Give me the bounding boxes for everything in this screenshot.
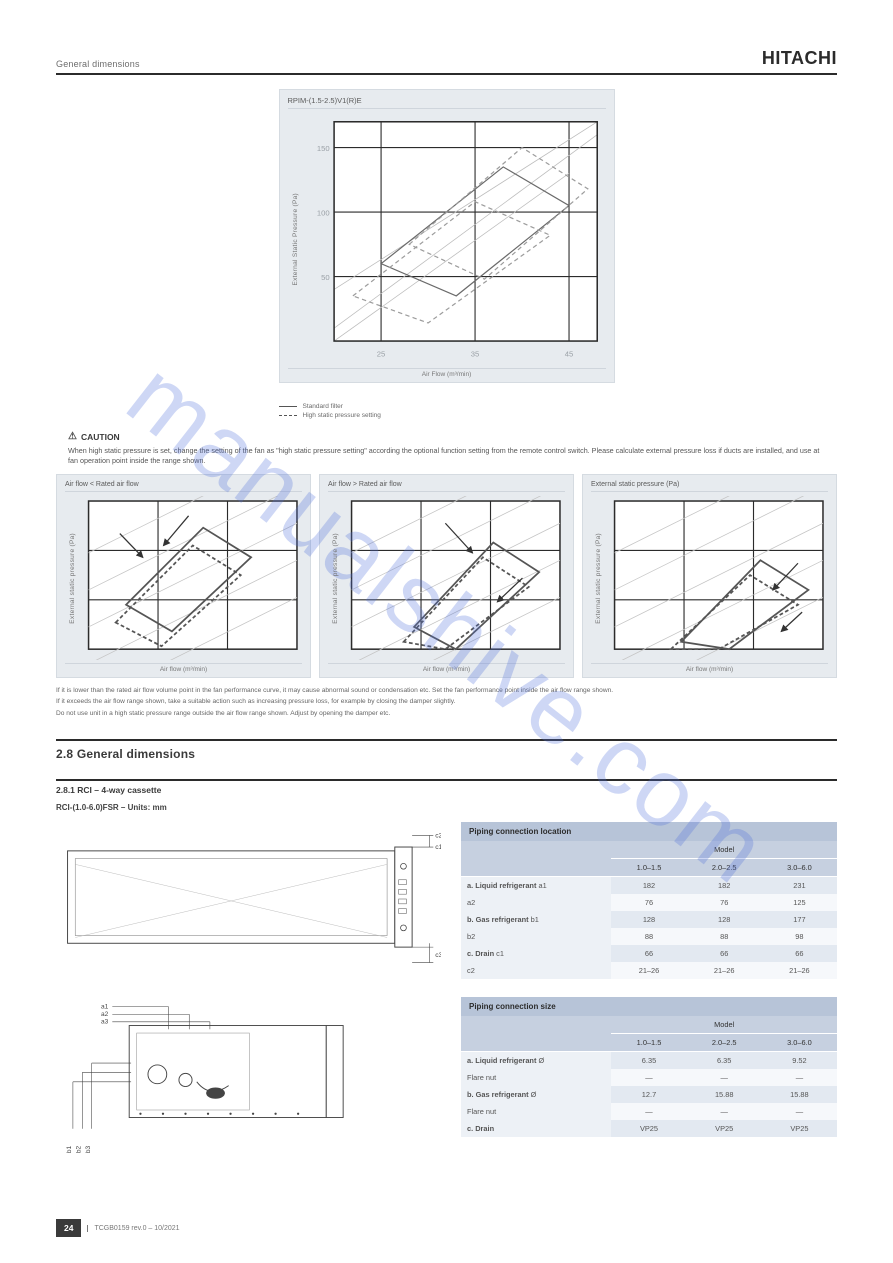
mini-xlabel: Air flow (m³/min) <box>65 663 302 673</box>
svg-text:a1: a1 <box>101 1004 109 1011</box>
svg-text:c2: c2 <box>435 833 441 840</box>
mini-chart-svg <box>602 496 828 659</box>
mini-chart-svg <box>339 496 565 659</box>
svg-text:50: 50 <box>321 273 330 282</box>
svg-text:35: 35 <box>470 349 479 358</box>
chart-xlabel: Air Flow (m³/min) <box>288 368 606 378</box>
section-2-8-1-heading: 2.8.1 RCI – 4-way cassette <box>56 779 837 795</box>
mini-xlabel: Air flow (m³/min) <box>591 663 828 673</box>
svg-text:b1: b1 <box>66 1146 73 1154</box>
chart-title: RPIM-(1.5-2.5)V1(R)E <box>288 96 606 109</box>
mini-chart-2: Air flow > Rated air flow External stati… <box>319 474 574 677</box>
mini-ylabel: External static pressure (Pa) <box>65 533 76 624</box>
legend-label: Standard filter <box>303 403 343 410</box>
caution-heading: CAUTION <box>68 431 837 442</box>
main-fan-curve-chart: RPIM-(1.5-2.5)V1(R)E External Static Pre… <box>279 89 615 383</box>
svg-text:150: 150 <box>316 144 329 153</box>
caution-text: When high static pressure is set, change… <box>68 446 828 466</box>
spec-table: Model1.0–1.52.0–2.53.0–6.0a. Liquid refr… <box>461 841 837 979</box>
mini-chart-1: Air flow < Rated air flow External stati… <box>56 474 311 677</box>
svg-text:45: 45 <box>564 349 573 358</box>
table-piping-location: Piping connection location Model1.0–1.52… <box>461 822 837 979</box>
brand-logo: HITACHI <box>762 48 837 69</box>
spec-tables: Piping connection location Model1.0–1.52… <box>461 822 837 1168</box>
mini-ylabel: External static pressure (Pa) <box>591 533 602 624</box>
model-line: RCI-(1.0-6.0)FSR – Units: mm <box>56 803 837 812</box>
svg-text:a2: a2 <box>101 1011 109 1018</box>
mini-ylabel: External static pressure (Pa) <box>328 533 339 624</box>
caution-heading-text: CAUTION <box>81 432 120 442</box>
legend-row: High static pressure setting <box>279 412 615 419</box>
chart-legend: Standard filter High static pressure set… <box>279 403 615 419</box>
technical-drawings: c1 c2 c3 a1a2a3 b1b2b3 <box>56 822 441 1168</box>
main-chart-svg: 25 35 45 50 100 150 <box>299 113 606 365</box>
mini-chart-title: Air flow < Rated air flow <box>65 481 302 492</box>
plan-drawing: a1a2a3 b1b2b3 <box>56 988 356 1166</box>
chart-ylabel: External Static Pressure (Pa) <box>288 193 299 286</box>
page-number: 24 <box>56 1219 81 1237</box>
mini-xlabel: Air flow (m³/min) <box>328 663 565 673</box>
svg-text:c3: c3 <box>435 952 441 959</box>
dimensions-area: c1 c2 c3 a1a2a3 b1b2b3 Piping connection lo… <box>56 822 837 1168</box>
table-piping-size: Piping connection size Model1.0–1.52.0–2… <box>461 997 837 1137</box>
section-label: General dimensions <box>56 59 140 69</box>
section-2-8-heading: 2.8 General dimensions <box>56 739 837 761</box>
mini-chart-title: External static pressure (Pa) <box>591 481 828 492</box>
table-title: Piping connection size <box>461 997 837 1016</box>
mini-chart-svg <box>76 496 302 659</box>
legend-label: High static pressure setting <box>303 412 381 419</box>
svg-text:b2: b2 <box>75 1146 82 1154</box>
mini-charts-row: Air flow < Rated air flow External stati… <box>56 474 837 677</box>
front-elevation-drawing: c1 c2 c3 <box>56 822 441 976</box>
note-line: If it exceeds the air flow range shown, … <box>56 697 837 707</box>
svg-text:100: 100 <box>316 208 329 217</box>
svg-text:25: 25 <box>376 349 385 358</box>
note-line: Do not use unit in a high static pressur… <box>56 709 837 719</box>
table-title: Piping connection location <box>461 822 837 841</box>
spec-table: Model1.0–1.52.0–2.53.0–6.0a. Liquid refr… <box>461 1016 837 1137</box>
page-root: General dimensions HITACHI RPIM-(1.5-2.5… <box>0 0 893 1199</box>
document-id: TCGB0159 rev.0 – 10/2021 <box>87 1225 179 1232</box>
svg-text:b3: b3 <box>85 1146 92 1154</box>
mini-charts-notes: If it is lower than the rated air flow v… <box>56 686 837 720</box>
svg-text:c1: c1 <box>435 844 441 851</box>
mini-chart-3: External static pressure (Pa) External s… <box>582 474 837 677</box>
note-line: If it is lower than the rated air flow v… <box>56 686 837 696</box>
mini-chart-title: Air flow > Rated air flow <box>328 481 565 492</box>
svg-text:a3: a3 <box>101 1019 109 1026</box>
legend-row: Standard filter <box>279 403 615 410</box>
page-footer: 24 TCGB0159 rev.0 – 10/2021 <box>56 1219 837 1237</box>
top-bar: General dimensions HITACHI <box>56 48 837 75</box>
